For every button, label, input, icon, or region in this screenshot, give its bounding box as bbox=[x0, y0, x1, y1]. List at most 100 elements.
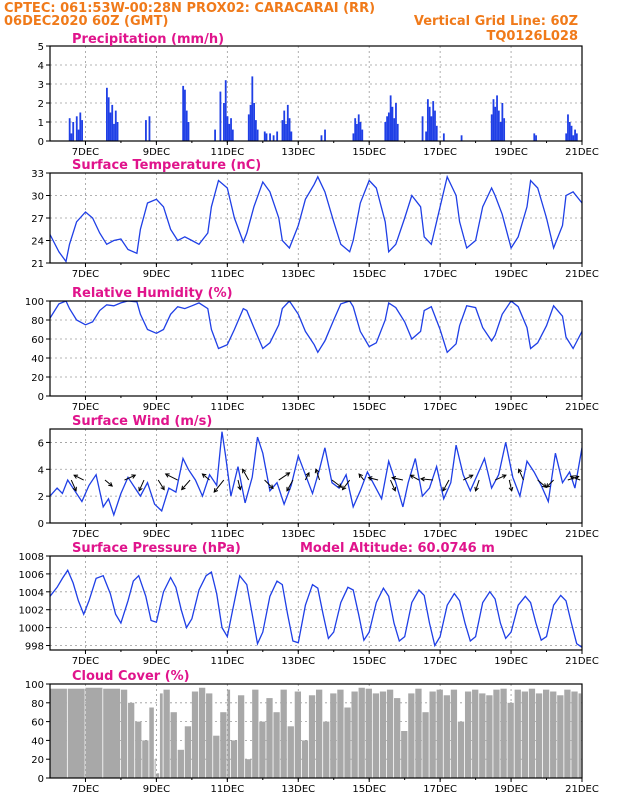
wind-title: Surface Wind (m/s) bbox=[72, 414, 212, 429]
wind-arrow bbox=[70, 479, 77, 492]
cloud-bar bbox=[550, 691, 557, 778]
cloud-bar bbox=[227, 689, 231, 778]
cloud-bar bbox=[521, 691, 528, 778]
pressure-ytick-label: 998 bbox=[25, 642, 44, 653]
precip-bar bbox=[395, 103, 397, 141]
rh-xtick-label: 13DEC bbox=[281, 402, 315, 413]
precip-bar bbox=[574, 129, 576, 141]
wind-ytick-label: 4 bbox=[38, 465, 44, 476]
cloud-bar bbox=[252, 689, 259, 778]
precip-bar bbox=[460, 135, 463, 141]
precip-bar bbox=[219, 91, 222, 141]
temp-xtick-label: 21DEC bbox=[565, 269, 599, 280]
precip-bar bbox=[575, 133, 578, 141]
header-station: CPTEC: 061:53W-00:28N PROX02: CARACARAI … bbox=[4, 1, 375, 16]
precip-bar bbox=[111, 104, 114, 141]
precip-bar bbox=[583, 130, 585, 141]
precip-xtick-label: 11DEC bbox=[210, 147, 244, 158]
precip-bar bbox=[263, 131, 266, 141]
cloud-bar bbox=[154, 759, 156, 778]
precip-ytick-label: 5 bbox=[38, 42, 44, 53]
rh-ytick-label: 0 bbox=[38, 392, 44, 403]
pressure-xtick-label: 11DEC bbox=[210, 656, 244, 667]
precip-bar bbox=[116, 122, 119, 141]
cloud-bar bbox=[457, 721, 465, 778]
rh-ytick-label: 60 bbox=[31, 335, 44, 346]
pressure-series-line bbox=[50, 568, 582, 648]
cloud-ytick-label: 0 bbox=[38, 774, 44, 785]
wind-arrow bbox=[124, 474, 137, 481]
wind-arrow bbox=[213, 479, 225, 493]
cloud-bar bbox=[237, 695, 245, 778]
rh-ytick-label: 80 bbox=[31, 316, 44, 327]
wind-arrow-shaft bbox=[546, 479, 554, 488]
cloud-bar bbox=[149, 707, 154, 778]
wind-arrow-head bbox=[305, 471, 310, 477]
wind-arrow-head bbox=[213, 488, 219, 493]
cloud-bar bbox=[184, 726, 192, 778]
pressure-xtick-label: 15DEC bbox=[352, 656, 386, 667]
precip-bar bbox=[256, 129, 259, 141]
wind-arrow bbox=[278, 472, 291, 481]
wind-frame bbox=[49, 428, 583, 524]
wind-arrow-head bbox=[286, 486, 291, 492]
rh-xtick-label: 7DEC bbox=[72, 402, 99, 413]
precip-bar bbox=[567, 114, 569, 141]
wind-arrow-shaft bbox=[315, 469, 321, 481]
cloud-frame bbox=[49, 683, 583, 779]
pressure-data bbox=[50, 568, 582, 648]
precip-bar bbox=[359, 122, 362, 141]
cloud-bar bbox=[85, 687, 103, 778]
wind-arrow bbox=[545, 479, 554, 488]
cloud-bar bbox=[120, 689, 128, 778]
precip-bar bbox=[247, 114, 250, 141]
wind-arrow-shaft bbox=[410, 474, 420, 481]
cloud-title: Cloud Cover (%) bbox=[72, 669, 190, 684]
precip-bar bbox=[285, 123, 287, 141]
cloud-bar bbox=[50, 688, 67, 778]
wind-arrow-shaft bbox=[494, 474, 507, 481]
pressure-xtick-label: 9DEC bbox=[143, 656, 170, 667]
wind-arrow bbox=[341, 479, 351, 491]
wind-arrow-head bbox=[358, 473, 363, 479]
precip-bar bbox=[587, 133, 589, 141]
precip-xtick-label: 7DEC bbox=[72, 147, 99, 158]
precip-bar bbox=[320, 135, 323, 141]
rh-ytick-label: 40 bbox=[31, 354, 44, 365]
wind-arrow-shaft bbox=[104, 479, 113, 487]
precip-bar bbox=[70, 133, 73, 141]
cloud-bar bbox=[198, 687, 206, 778]
wind-arrow-shaft bbox=[475, 479, 480, 491]
pressure-panel: 998 1000 1002 1004 1006 1008 7DEC 9DEC 11DEC 13DE… bbox=[19, 541, 599, 667]
cloud-bar bbox=[308, 695, 316, 778]
cloud-bar bbox=[337, 689, 344, 778]
pressure-title: Surface Pressure (hPa) bbox=[72, 541, 241, 556]
wind-arrow-head bbox=[517, 468, 523, 474]
precip-bar bbox=[286, 104, 289, 141]
precip-bar bbox=[251, 76, 254, 141]
cloud-xtick-label: 15DEC bbox=[352, 784, 386, 795]
precip-bar bbox=[107, 97, 110, 141]
cloud-bar bbox=[330, 693, 337, 778]
precip-ytick-label: 3 bbox=[38, 80, 44, 91]
wind-arrow-shaft bbox=[202, 473, 210, 481]
rh-xtick-label: 9DEC bbox=[143, 402, 170, 413]
precip-xtick-label: 17DEC bbox=[423, 147, 457, 158]
wind-arrow-head bbox=[501, 474, 507, 479]
wind-arrow-shaft bbox=[242, 468, 250, 481]
wind-arrow-shaft bbox=[278, 472, 290, 481]
temp-xtick-label: 11DEC bbox=[210, 269, 244, 280]
cloud-bar bbox=[507, 702, 514, 778]
wind-arrow-shaft bbox=[537, 479, 547, 488]
rh-title: Relative Humidity (%) bbox=[72, 286, 233, 301]
precip-bar bbox=[276, 131, 279, 141]
wind-arrow-head bbox=[391, 476, 397, 481]
wind-arrow-head bbox=[420, 476, 425, 482]
cloud-bar bbox=[266, 698, 273, 778]
wind-arrow bbox=[442, 479, 450, 492]
cloud-bar bbox=[103, 688, 121, 778]
header-grid-note: Vertical Grid Line: 60Z bbox=[414, 14, 578, 29]
precip-bar bbox=[356, 123, 358, 141]
precip-bar bbox=[435, 125, 438, 141]
